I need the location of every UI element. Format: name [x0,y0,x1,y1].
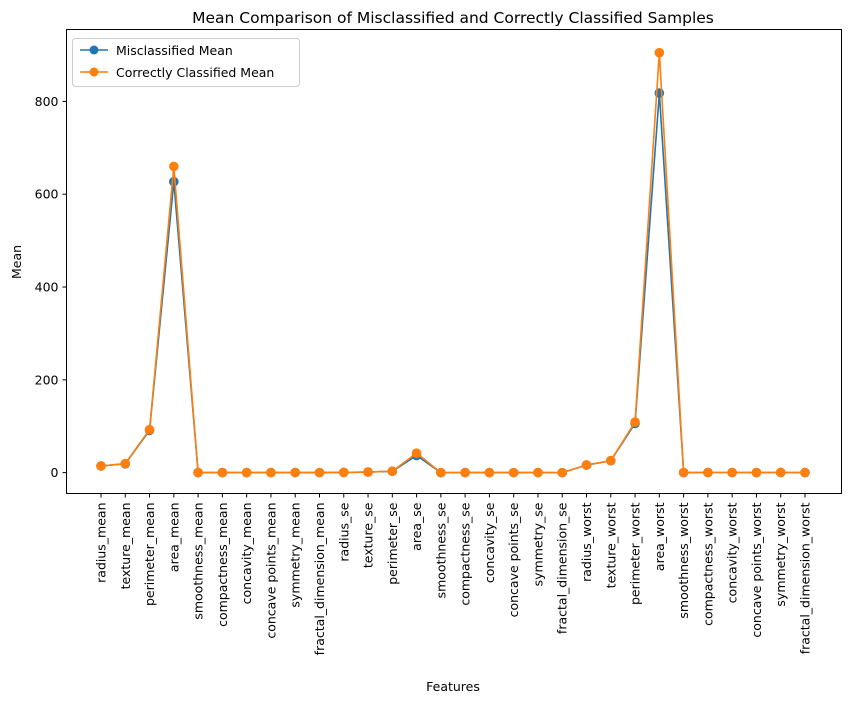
series-0 [96,88,810,478]
legend-entry-correctly-classified: Correctly Classified Mean [80,65,274,80]
data-point [169,176,179,187]
x-tick-label: perimeter_worst [628,502,643,605]
series-1 [96,47,810,478]
x-tick-label: texture_mean [118,503,133,590]
data-point [169,161,179,172]
data-point [703,467,713,478]
data-point [654,47,665,58]
y-axis: 0 200 400 600 800 [35,94,67,480]
legend-label-misclassified: Misclassified Mean [116,43,233,58]
y-tick-label: 200 [35,372,59,387]
data-point [460,467,470,478]
x-tick-label: concave points_mean [263,503,278,639]
x-tick-label: texture_se [361,502,376,568]
y-axis-label: Mean [9,245,24,279]
x-tick-label: concavity_se [482,502,497,583]
y-tick-label: 0 [51,465,59,480]
data-point [727,467,737,478]
x-tick-label: compactness_mean [215,503,230,627]
y-tick-label: 600 [35,187,59,202]
x-tick-label: concavity_worst [725,502,740,603]
x-tick-label: area_se [409,502,424,551]
data-point [338,467,349,478]
x-tick-label: radius_mean [94,503,109,583]
legend-box [72,38,300,87]
x-tick-label: concave points_se [506,502,521,617]
x-tick-label: area_worst [652,502,667,571]
data-point [290,467,301,478]
data-point [144,424,155,435]
x-tick-label: area_mean [166,503,181,573]
data-point [363,467,373,477]
data-point [678,467,689,478]
data-point [193,467,203,478]
legend-entry-misclassified: Misclassified Mean [80,43,233,58]
data-point [484,467,495,478]
x-tick-label: compactness_worst [700,502,715,625]
x-axis-label: Features [426,679,480,694]
data-point [96,461,106,471]
x-axis: radius_mean texture_mean perimeter_mean are… [94,493,813,656]
data-point [557,467,568,478]
x-tick-label: perimeter_mean [142,503,157,607]
x-tick-label: smoothness_se [433,502,448,598]
series-line [100,51,806,474]
data-point [605,455,616,466]
data-point [411,448,422,458]
data-point [241,467,252,478]
x-tick-label: fractal_dimension_mean [312,503,327,656]
x-tick-label: fractal_dimension_worst [798,502,813,654]
data-point [533,467,543,478]
x-tick-label: radius_worst [579,502,594,581]
data-point [314,467,325,478]
plot-area [66,29,842,494]
x-tick-label: symmetry_mean [288,503,303,608]
x-tick-label: texture_worst [603,502,618,588]
legend: Misclassified Mean Correctly Classified … [72,38,300,87]
data-point [581,460,592,470]
data-point [120,458,131,469]
series-line [100,92,806,474]
data-point [775,467,786,478]
data-point [217,467,228,478]
data-point [436,467,446,478]
x-tick-label: concave points_worst [749,502,764,637]
legend-label-correctly-classified: Correctly Classified Mean [116,65,274,80]
x-tick-label: compactness_se [458,502,473,605]
x-tick-label: smoothness_mean [191,503,206,620]
data-point [266,467,276,478]
data-point [751,467,762,478]
y-tick-label: 400 [35,280,59,295]
data-point [387,466,398,477]
series-layer [96,47,810,478]
x-tick-label: symmetry_se [530,502,545,586]
x-tick-label: symmetry_worst [773,502,788,606]
data-point [630,417,640,427]
data-point [508,467,519,478]
x-tick-label: smoothness_worst [676,502,691,618]
data-point [800,467,810,478]
chart-title: Mean Comparison of Misclassified and Cor… [192,9,714,27]
x-tick-label: radius_se [336,502,351,561]
y-tick-label: 800 [35,94,59,109]
x-tick-label: perimeter_se [385,502,400,585]
x-tick-label: concavity_mean [239,503,254,605]
x-tick-label: fractal_dimension_se [555,502,570,634]
